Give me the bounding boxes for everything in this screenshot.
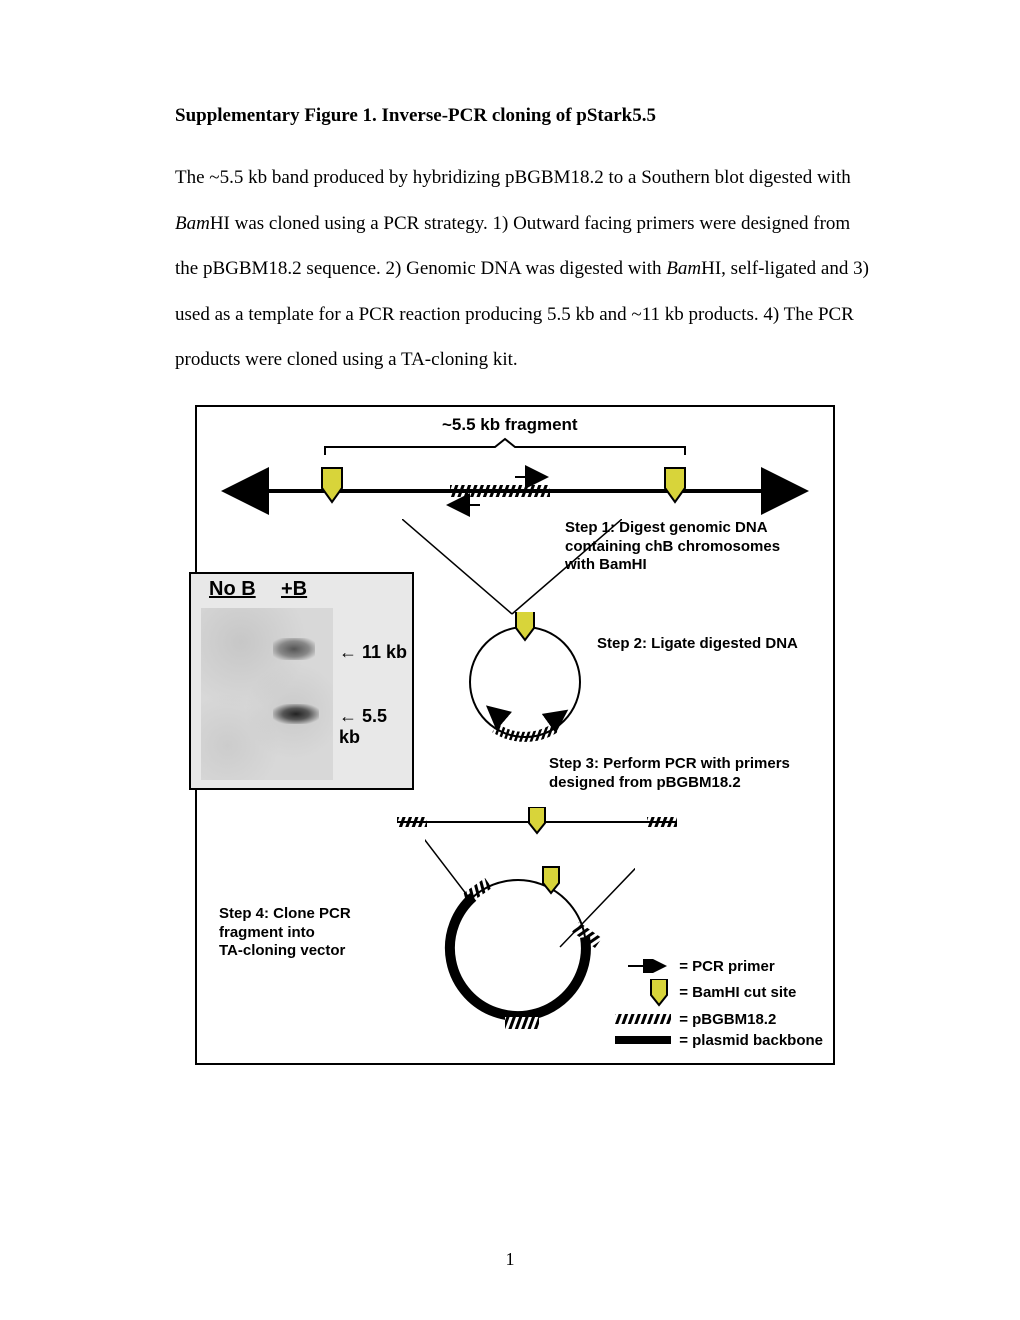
legend-primer-text: = PCR primer <box>679 958 774 975</box>
southern-blot-inset: No B +B ← 11 kb ← 5.5 kb <box>189 572 414 790</box>
pcr-product-line <box>387 807 687 837</box>
legend-pbgbm-text: = pBGBM18.2 <box>679 1011 776 1028</box>
ligated-circle <box>465 612 595 752</box>
band-11kb <box>273 638 315 660</box>
band-5.5kb-label: ← 5.5 kb <box>339 706 412 748</box>
hatch-icon <box>608 1012 673 1026</box>
figure-title: Supplementary Figure 1. Inverse-PCR clon… <box>175 105 870 127</box>
figure-legend: = PCR primer = BamHI cut site = pBGBM18.… <box>608 958 823 1053</box>
legend-row-bamhi: = BamHI cut site <box>608 979 823 1007</box>
legend-bamhi-text: = BamHI cut site <box>679 984 796 1001</box>
cloning-vector-circle <box>425 837 635 1057</box>
lane-label-nob: No B <box>209 578 256 601</box>
legend-backbone-text: = plasmid backbone <box>679 1032 823 1049</box>
genomic-dna-line <box>215 461 815 521</box>
converge-lines <box>402 519 622 619</box>
step3-label: Step 3: Perform PCR with primers designe… <box>549 755 790 793</box>
lane-label-b: +B <box>281 578 307 601</box>
step4-label: Step 4: Clone PCR fragment into TA-cloni… <box>219 905 351 961</box>
legend-row-backbone: = plasmid backbone <box>608 1032 823 1049</box>
desc-bam2: Bam <box>666 258 701 279</box>
gel-image <box>201 608 333 780</box>
page-number: 1 <box>506 1249 515 1270</box>
desc-part1: The ~5.5 kb band produced by hybridizing… <box>175 167 851 188</box>
legend-row-primer: = PCR primer <box>608 958 823 975</box>
figure-description: The ~5.5 kb band produced by hybridizing… <box>175 155 870 383</box>
bamhi-icon <box>608 979 673 1007</box>
step2-label: Step 2: Ligate digested DNA <box>597 635 798 652</box>
figure-diagram: ~5.5 kb fragment Step 1: Diges <box>195 405 835 1065</box>
primer-icon <box>608 959 673 973</box>
desc-bam1: Bam <box>175 213 210 234</box>
bracket-icon <box>315 437 695 457</box>
legend-row-pbgbm: = pBGBM18.2 <box>608 1011 823 1028</box>
fragment-label: ~5.5 kb fragment <box>442 415 578 435</box>
backbone-icon <box>608 1035 673 1045</box>
band-5.5kb <box>273 704 319 724</box>
band-11kb-label: ← 11 kb <box>339 642 407 663</box>
